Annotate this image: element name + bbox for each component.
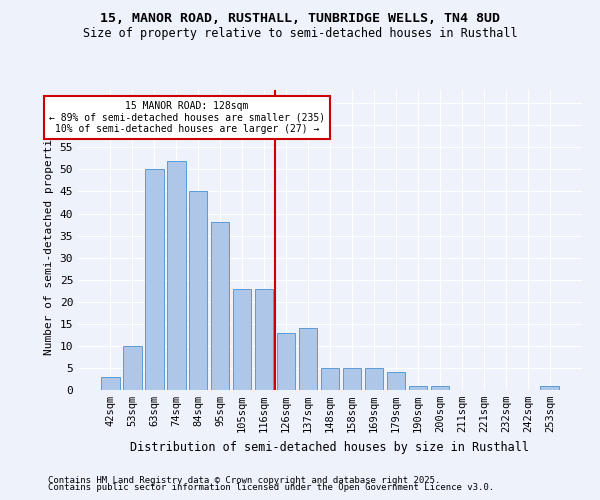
Bar xyxy=(431,386,449,390)
Bar xyxy=(320,368,340,390)
Bar xyxy=(365,368,383,390)
Y-axis label: Number of semi-detached properties: Number of semi-detached properties xyxy=(44,125,54,355)
Bar xyxy=(167,160,185,390)
Bar xyxy=(386,372,405,390)
Bar xyxy=(233,288,251,390)
Bar xyxy=(101,377,119,390)
Bar xyxy=(211,222,229,390)
Bar xyxy=(277,332,295,390)
Bar xyxy=(255,288,274,390)
X-axis label: Distribution of semi-detached houses by size in Rusthall: Distribution of semi-detached houses by … xyxy=(131,440,530,454)
Bar xyxy=(541,386,559,390)
Bar xyxy=(145,170,164,390)
Bar xyxy=(189,192,208,390)
Text: 15, MANOR ROAD, RUSTHALL, TUNBRIDGE WELLS, TN4 8UD: 15, MANOR ROAD, RUSTHALL, TUNBRIDGE WELL… xyxy=(100,12,500,26)
Bar xyxy=(409,386,427,390)
Bar xyxy=(123,346,142,390)
Text: Contains HM Land Registry data © Crown copyright and database right 2025.: Contains HM Land Registry data © Crown c… xyxy=(48,476,440,485)
Text: Contains public sector information licensed under the Open Government Licence v3: Contains public sector information licen… xyxy=(48,484,494,492)
Text: Size of property relative to semi-detached houses in Rusthall: Size of property relative to semi-detach… xyxy=(83,28,517,40)
Text: 15 MANOR ROAD: 128sqm
← 89% of semi-detached houses are smaller (235)
10% of sem: 15 MANOR ROAD: 128sqm ← 89% of semi-deta… xyxy=(49,101,325,134)
Bar xyxy=(299,328,317,390)
Bar xyxy=(343,368,361,390)
